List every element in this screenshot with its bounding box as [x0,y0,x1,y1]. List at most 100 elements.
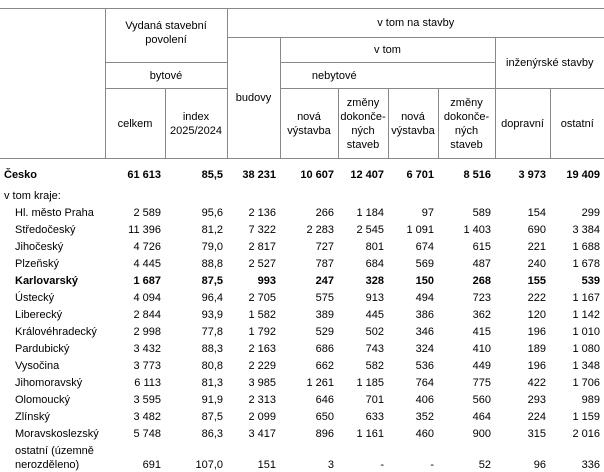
table-header: Vydaná stavební povolení v tom na stavby… [0,9,604,159]
cell: 1 091 [388,221,438,238]
cell: 88,8 [165,255,227,272]
cell: 155 [495,272,550,289]
cell: 328 [338,272,388,289]
cell: 1 582 [227,306,280,323]
cell: 77,8 [165,323,227,340]
cell: 727 [280,238,338,255]
cell: 3 773 [105,357,165,374]
cell: 993 [227,272,280,289]
header-cell: dopravní [495,89,550,159]
cell: 487 [438,255,495,272]
cell: 107,0 [165,442,227,472]
cell: 2 016 [550,425,604,442]
cell: 52 [438,442,495,472]
cell: 1 792 [227,323,280,340]
cell: 97 [388,204,438,221]
cell: 154 [495,204,550,221]
cell: 8 516 [438,159,495,188]
cell: 2 527 [227,255,280,272]
header-cell: celkem [105,89,165,159]
cell: 4 726 [105,238,165,255]
header-cell: Vydaná stavební povolení [105,9,227,63]
cell: 723 [438,289,495,306]
cell: 2 705 [227,289,280,306]
cell: 1 142 [550,306,604,323]
cell: 633 [338,408,388,425]
cell: 19 409 [550,159,604,188]
header-cell: nová výstavba [280,89,338,159]
cell: 80,8 [165,357,227,374]
cell: 536 [388,357,438,374]
cell: 189 [495,340,550,357]
header-cell: nová výstavba [388,89,438,159]
cell: 1 687 [105,272,165,289]
cell: 61 613 [105,159,165,188]
cell: 5 748 [105,425,165,442]
cell: 2 163 [227,340,280,357]
cell: 690 [495,221,550,238]
cell: 96 [495,442,550,472]
cell: 460 [388,425,438,442]
cell: 222 [495,289,550,306]
cell: 4 094 [105,289,165,306]
cell: 646 [280,391,338,408]
cell: 662 [280,357,338,374]
cell: 2 589 [105,204,165,221]
header-cell: nebytové [280,63,388,89]
cell: 686 [280,340,338,357]
cell: 410 [438,340,495,357]
cell: 2 545 [338,221,388,238]
cell: 1 010 [550,323,604,340]
cell: - [388,442,438,472]
cell: 743 [338,340,388,357]
cell: 268 [438,272,495,289]
cell: 95,6 [165,204,227,221]
cell: 2 283 [280,221,338,238]
cell: 87,5 [165,408,227,425]
cell: 701 [338,391,388,408]
cell: 221 [495,238,550,255]
cell: 386 [388,306,438,323]
cell: 38 231 [227,159,280,188]
cell: 494 [388,289,438,306]
cell: 336 [550,442,604,472]
cell: 1 688 [550,238,604,255]
header-cell: budovy [227,38,280,159]
stub-header [0,9,105,159]
cell: 502 [338,323,388,340]
cell: 315 [495,425,550,442]
row-label: Pardubický [0,340,105,357]
header-cell: index 2025/2024 [165,89,227,159]
cell: 12 407 [338,159,388,188]
cell: 4 445 [105,255,165,272]
cell: 3 973 [495,159,550,188]
cell: 1 706 [550,374,604,391]
cell: 650 [280,408,338,425]
row-label: Vysočina [0,357,105,374]
cell: 582 [338,357,388,374]
cell: 764 [388,374,438,391]
cell: 93,9 [165,306,227,323]
row-label: Karlovarský [0,272,105,289]
cell: 85,5 [165,159,227,188]
cell: 684 [338,255,388,272]
cell: 415 [438,323,495,340]
cell: 1 403 [438,221,495,238]
cell: 1 080 [550,340,604,357]
cell: - [338,442,388,472]
cell: 389 [280,306,338,323]
cell: 3 417 [227,425,280,442]
cell: 96,4 [165,289,227,306]
row-label: Olomoucký [0,391,105,408]
cell: 3 [280,442,338,472]
cell: 2 136 [227,204,280,221]
cell: 1 184 [338,204,388,221]
cell: 3 595 [105,391,165,408]
row-label: ostatní (územně nerozděleno) [0,442,105,472]
